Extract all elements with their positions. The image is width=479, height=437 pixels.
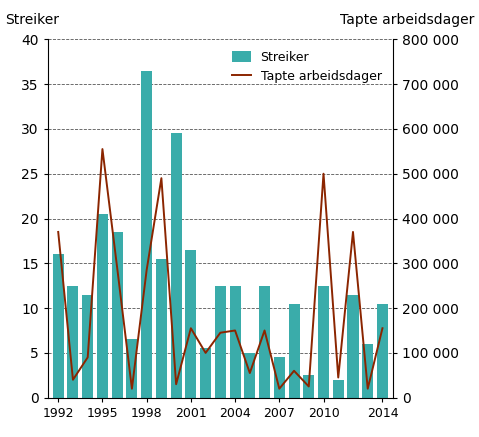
Bar bbox=[244, 353, 255, 398]
Bar bbox=[82, 295, 93, 398]
Text: Tapte arbeidsdager: Tapte arbeidsdager bbox=[340, 13, 474, 27]
Bar bbox=[229, 286, 240, 398]
Bar bbox=[318, 286, 329, 398]
Text: Streiker: Streiker bbox=[5, 13, 59, 27]
Legend: Streiker, Tapte arbeidsdager: Streiker, Tapte arbeidsdager bbox=[227, 45, 387, 88]
Bar bbox=[362, 344, 373, 398]
Bar bbox=[259, 286, 270, 398]
Bar bbox=[97, 214, 108, 398]
Bar bbox=[377, 304, 388, 398]
Bar bbox=[303, 375, 314, 398]
Bar bbox=[53, 254, 64, 398]
Bar bbox=[200, 348, 211, 398]
Bar bbox=[156, 259, 167, 398]
Bar bbox=[274, 357, 285, 398]
Bar bbox=[68, 286, 79, 398]
Bar bbox=[171, 133, 182, 398]
Bar bbox=[112, 232, 123, 398]
Bar bbox=[141, 71, 152, 398]
Bar bbox=[288, 304, 299, 398]
Bar bbox=[347, 295, 358, 398]
Bar bbox=[215, 286, 226, 398]
Bar bbox=[185, 250, 196, 398]
Bar bbox=[333, 380, 344, 398]
Bar bbox=[126, 340, 137, 398]
